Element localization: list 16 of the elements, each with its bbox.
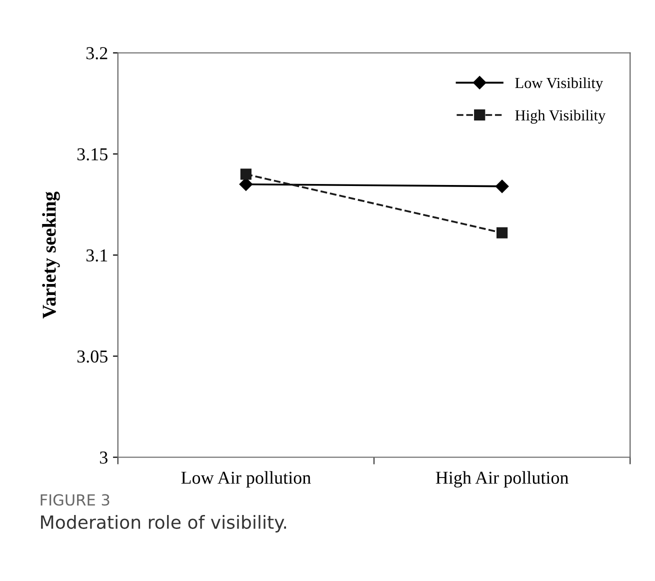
y-tick-label: 3.05 bbox=[77, 350, 108, 363]
x-tick-label: Low Air pollution bbox=[181, 471, 311, 488]
legend-label: Low Visibility bbox=[515, 77, 604, 92]
point bbox=[495, 180, 509, 193]
y-axis-title: Variety seeking bbox=[42, 192, 60, 318]
y-tick-label: 3.2 bbox=[86, 47, 108, 60]
point bbox=[240, 168, 252, 180]
text: Moderation role of visibility. bbox=[41, 514, 286, 532]
y-tick-label: 3.15 bbox=[77, 148, 108, 160]
x-tick-label: High Air pollution bbox=[436, 471, 568, 488]
caption: FIGURE 3 bbox=[40, 494, 110, 506]
y-tick-label: 3 bbox=[100, 452, 108, 464]
y-tick-label: 3.1 bbox=[86, 249, 108, 262]
point bbox=[239, 178, 253, 191]
point bbox=[496, 227, 508, 238]
legend-label: High Visibility bbox=[515, 110, 606, 124]
